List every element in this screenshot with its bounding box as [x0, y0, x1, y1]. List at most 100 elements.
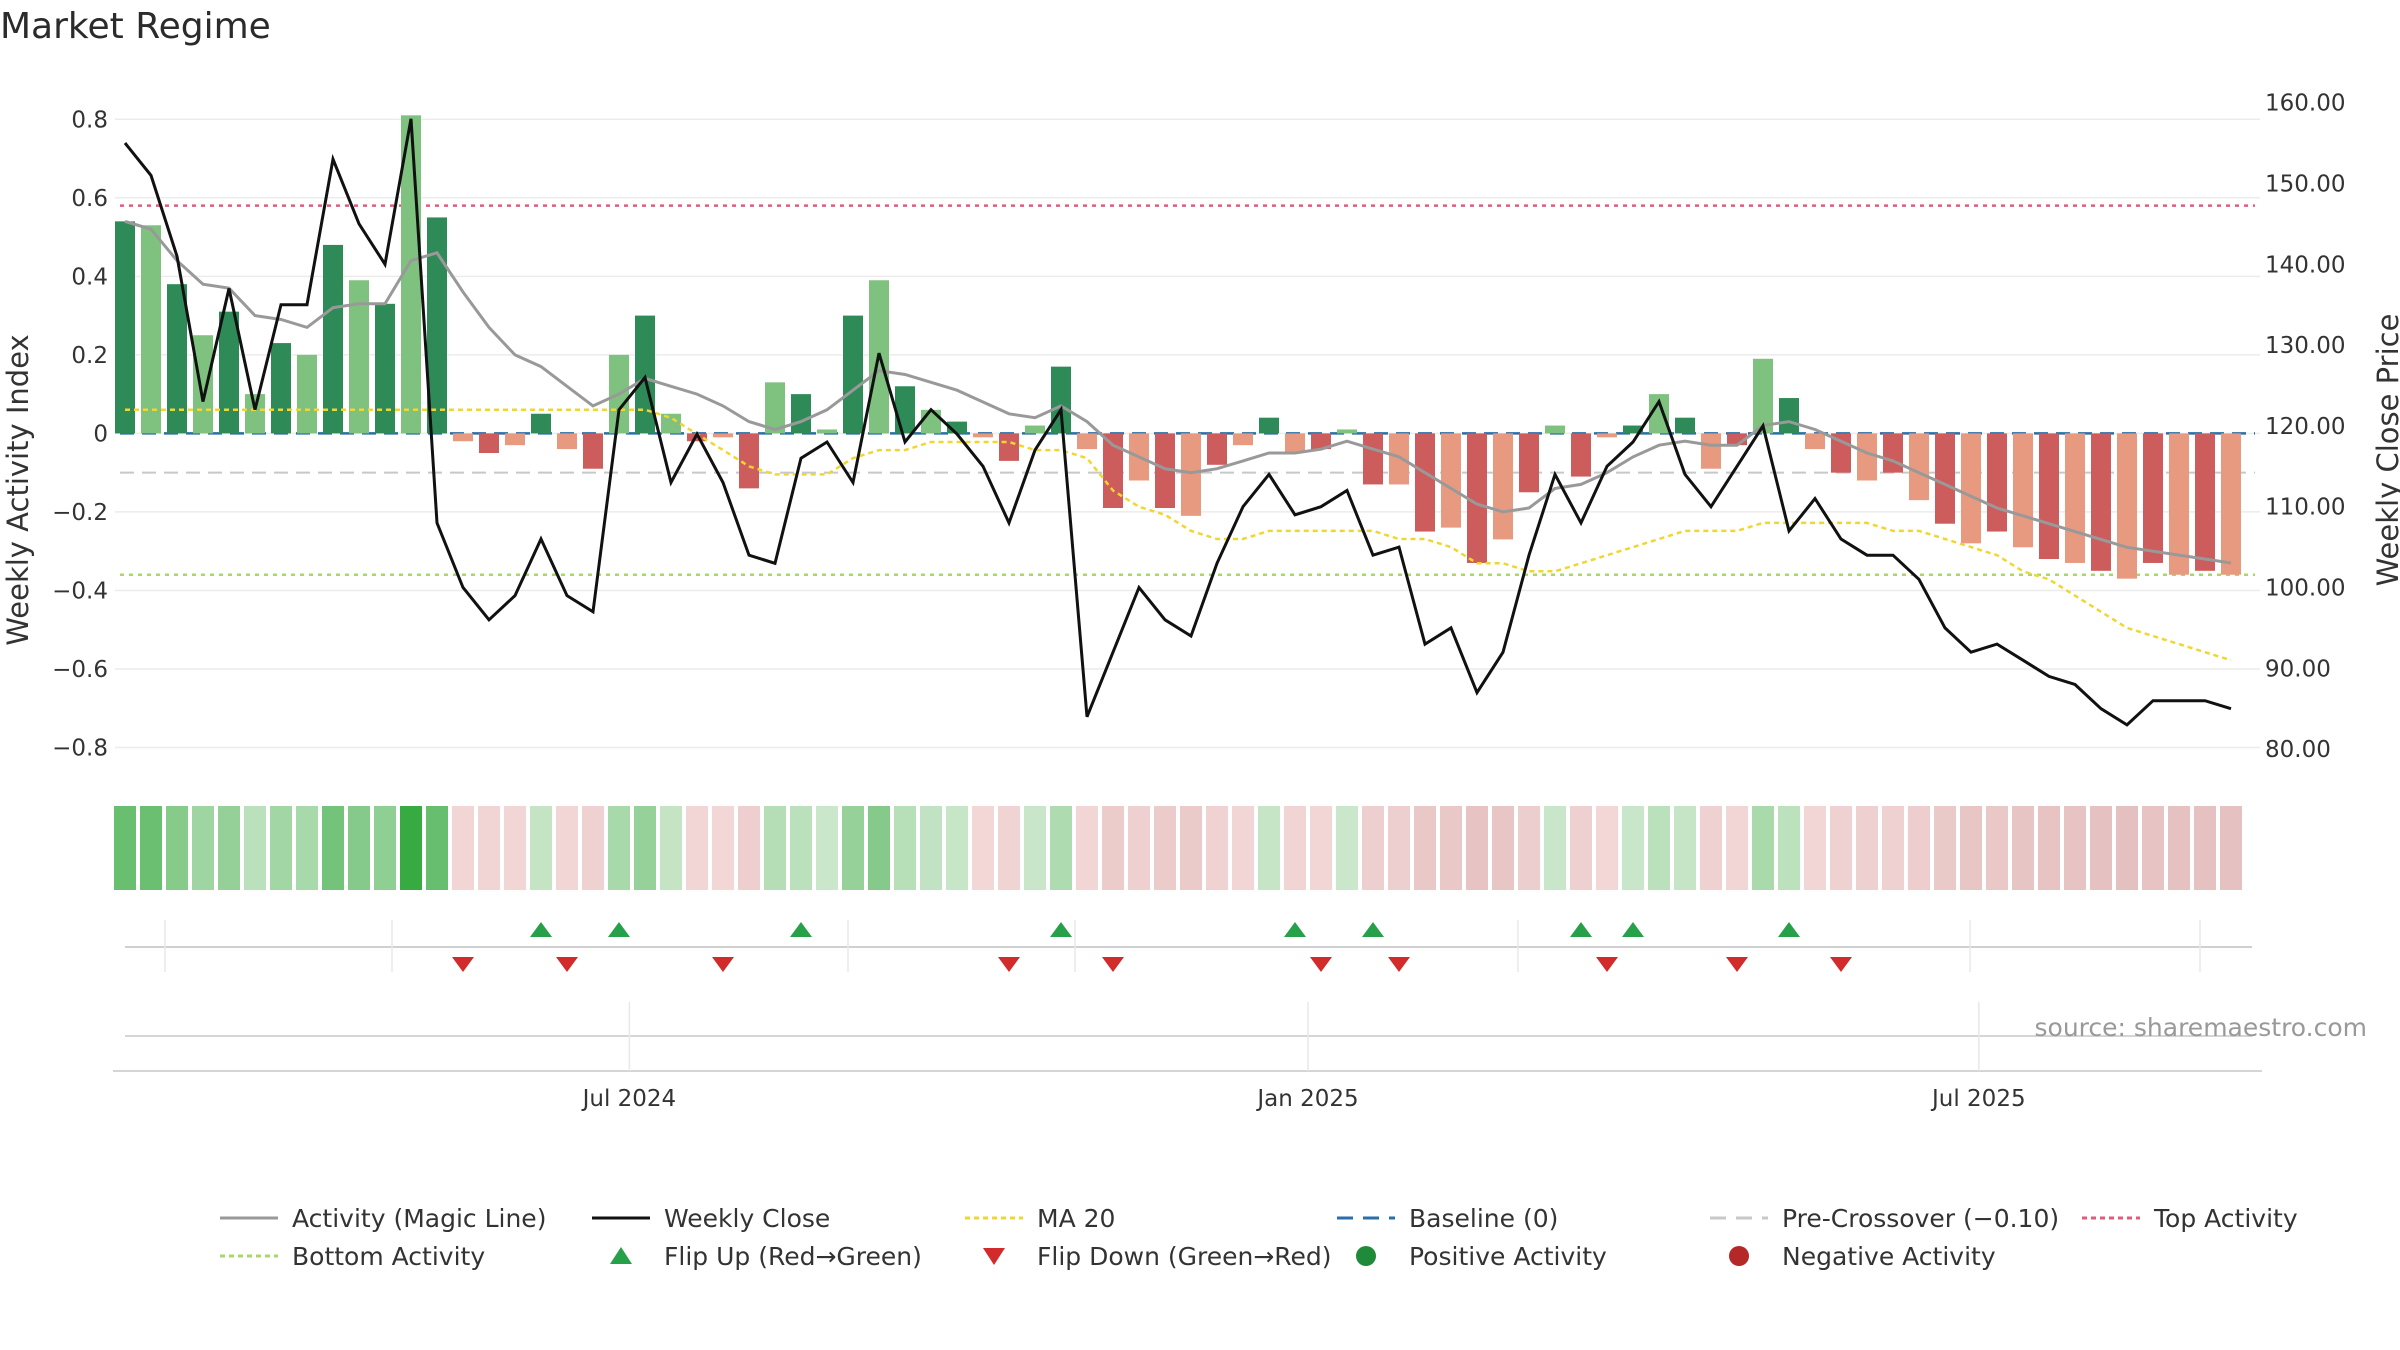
left-tick-label: 0 — [93, 421, 108, 447]
legend-item: Positive Activity — [1356, 1242, 1607, 1271]
activity-bar — [1311, 433, 1331, 450]
heat-cell — [1180, 806, 1202, 890]
right-tick-label: 100.00 — [2265, 576, 2345, 602]
legend-label: Baseline (0) — [1409, 1204, 1558, 1233]
legend-item: MA 20 — [965, 1204, 1115, 1233]
activity-bar — [531, 413, 551, 434]
activity-bar — [1857, 433, 1877, 481]
heat-cell — [140, 806, 162, 890]
activity-bar — [687, 433, 707, 442]
heat-cell — [2168, 806, 2190, 890]
legend-label: Bottom Activity — [292, 1242, 485, 1271]
x-tick-label: Jan 2025 — [1255, 1086, 1358, 1112]
dot-icon — [1729, 1246, 1749, 1266]
heat-cell — [1726, 806, 1748, 890]
flip-up-marker — [530, 922, 552, 937]
right-axis-label: Weekly Close Price — [2371, 314, 2400, 587]
heat-cell — [2194, 806, 2216, 890]
activity-bar — [115, 221, 135, 434]
heat-cell — [790, 806, 812, 890]
activity-bar — [453, 433, 473, 442]
heat-cell — [2116, 806, 2138, 890]
heat-cell — [2090, 806, 2112, 890]
heat-cell — [842, 806, 864, 890]
heat-cell — [816, 806, 838, 890]
heat-cell — [1830, 806, 1852, 890]
heat-cell — [270, 806, 292, 890]
heat-cell — [400, 806, 422, 890]
heat-cell — [1154, 806, 1176, 890]
activity-bar — [843, 315, 863, 434]
heat-cell — [894, 806, 916, 890]
activity-bar — [765, 382, 785, 434]
flip-down-marker — [452, 957, 474, 972]
activity-bar — [1415, 433, 1435, 532]
heat-cell — [1440, 806, 1462, 890]
heat-cell — [1076, 806, 1098, 890]
activity-bar — [1597, 433, 1617, 438]
axes: 0.8 0.6 0.4 0.2 0 −0.2 −0.4 −0.6 −0.8 160.00 150.0… — [52, 91, 2345, 764]
activity-bar — [141, 225, 161, 434]
activity-bar — [2195, 433, 2215, 571]
left-tick-label: 0.6 — [71, 186, 108, 212]
activity-bar — [1493, 433, 1513, 540]
activity-bar — [219, 311, 239, 434]
flip-up-marker — [1362, 922, 1384, 937]
flip-down-marker — [712, 957, 734, 972]
heat-cell — [738, 806, 760, 890]
heat-cell — [1310, 806, 1332, 890]
right-tick-label: 150.00 — [2265, 171, 2345, 197]
flip-up-marker — [1622, 922, 1644, 937]
activity-bars — [115, 115, 2241, 579]
heat-cell — [660, 806, 682, 890]
heat-cell — [1622, 806, 1644, 890]
heat-cell — [166, 806, 188, 890]
heat-cell — [1804, 806, 1826, 890]
activity-bar — [1285, 433, 1305, 454]
heat-cell — [920, 806, 942, 890]
activity-bar — [557, 433, 577, 450]
heat-cell — [504, 806, 526, 890]
left-tick-label: −0.4 — [52, 578, 108, 604]
heat-cell — [1700, 806, 1722, 890]
weekly-close-series — [123, 118, 2232, 727]
triangle-up-icon — [610, 1247, 632, 1264]
heat-cell — [530, 806, 552, 890]
legend-label: Activity (Magic Line) — [292, 1204, 546, 1233]
heat-cell — [556, 806, 578, 890]
regime-heat-strip — [114, 806, 2242, 890]
activity-bar — [1753, 358, 1773, 434]
activity-bar — [1441, 433, 1461, 528]
activity-bar — [1987, 433, 2007, 532]
right-tick-label: 160.00 — [2265, 91, 2345, 117]
activity-bar — [1909, 433, 1929, 501]
heat-cell — [2142, 806, 2164, 890]
activity-bar — [193, 335, 213, 434]
heat-cell — [1518, 806, 1540, 890]
x-tick-label: Jul 2024 — [581, 1086, 677, 1112]
heat-cell — [2220, 806, 2242, 890]
activity-bar — [921, 409, 941, 434]
activity-bar — [167, 284, 187, 434]
heat-cell — [1128, 806, 1150, 890]
heat-cell — [426, 806, 448, 890]
activity-bar — [349, 280, 369, 434]
heat-cell — [452, 806, 474, 890]
activity-bar — [1649, 394, 1669, 434]
activity-bar — [2013, 433, 2033, 548]
activity-bar — [973, 433, 993, 438]
heat-cell — [1336, 806, 1358, 890]
flip-up-marker — [1570, 922, 1592, 937]
heat-cell — [2038, 806, 2060, 890]
flip-down-marker — [1388, 957, 1410, 972]
left-tick-label: 0.8 — [71, 107, 108, 133]
heat-cell — [868, 806, 890, 890]
heat-cell — [348, 806, 370, 890]
heat-cell — [1050, 806, 1072, 890]
legend-label: MA 20 — [1037, 1204, 1115, 1233]
activity-bar — [1337, 429, 1357, 434]
activity-bar — [1545, 425, 1565, 434]
heat-cell — [1284, 806, 1306, 890]
legend-item: Weekly Close — [592, 1204, 830, 1233]
heat-cell — [1362, 806, 1384, 890]
